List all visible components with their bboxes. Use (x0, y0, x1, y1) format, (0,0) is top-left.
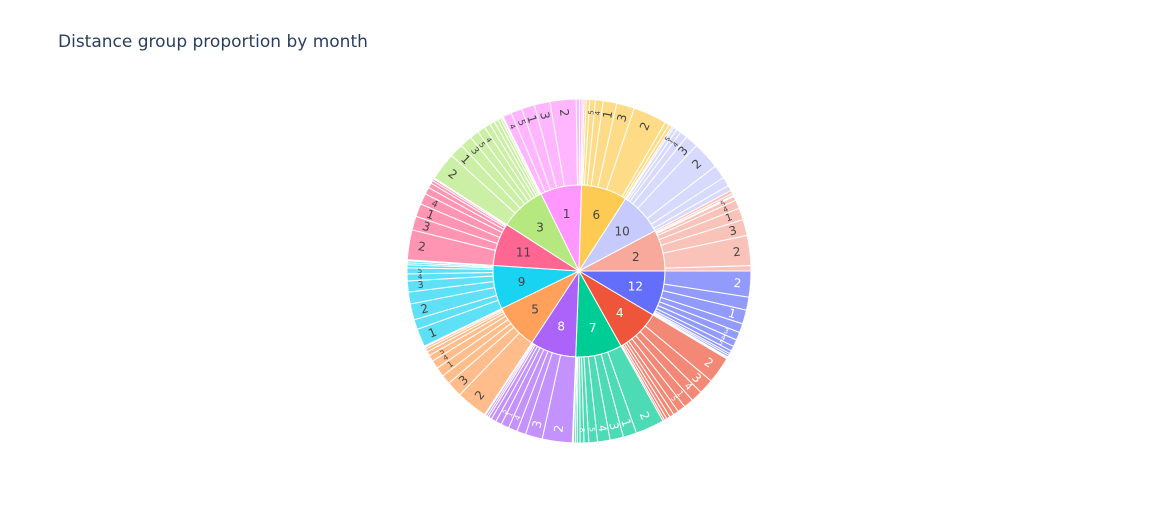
month-2-group-slice-8-wedge[interactable] (664, 265, 752, 272)
chart-title: Distance group proportion by month (58, 32, 368, 52)
